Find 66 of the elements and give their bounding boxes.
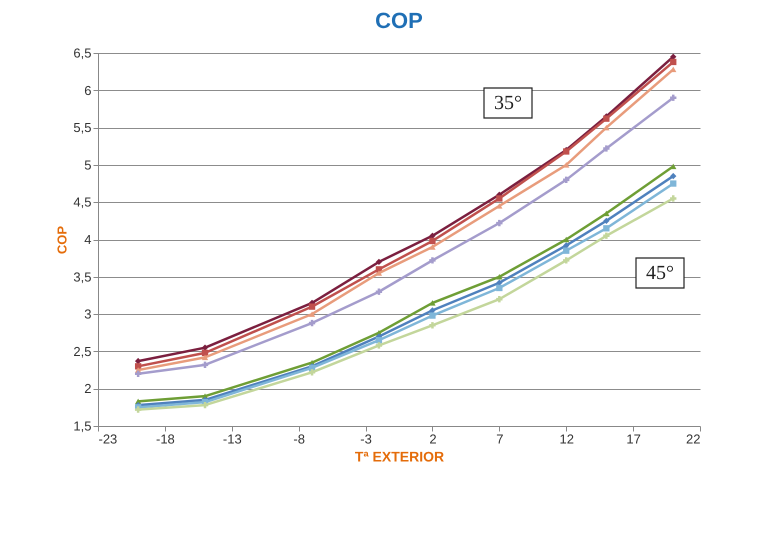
y-tick-label: 6	[84, 82, 92, 98]
y-tick-label: 5,5	[73, 120, 92, 136]
y-tick-label: 3,5	[73, 269, 92, 284]
point	[496, 195, 502, 202]
point	[202, 362, 208, 368]
point	[376, 258, 382, 266]
point	[376, 342, 382, 349]
annotation: 45°	[646, 262, 674, 284]
y-axis-title: COP	[54, 226, 70, 254]
point	[202, 402, 208, 408]
y-tick-label: 2,5	[73, 344, 92, 359]
point	[563, 248, 570, 254]
point	[429, 238, 436, 244]
point	[603, 210, 610, 216]
point	[670, 94, 676, 101]
point	[603, 232, 610, 239]
point	[308, 320, 316, 326]
point	[563, 176, 570, 183]
x-tick-label: 17	[626, 432, 641, 446]
x-tick-label: 12	[559, 432, 574, 446]
point	[376, 270, 382, 276]
point	[429, 300, 436, 306]
point	[563, 162, 570, 168]
point	[603, 145, 610, 152]
y-tick-label: 5	[84, 157, 92, 172]
point	[670, 180, 676, 187]
x-tick-label: 7	[496, 432, 504, 446]
point	[496, 284, 502, 292]
point	[670, 58, 676, 66]
point	[563, 236, 570, 242]
point	[496, 296, 502, 302]
point	[308, 303, 316, 310]
point	[603, 225, 610, 232]
point	[134, 370, 142, 377]
x-tick-label: -23	[98, 432, 118, 446]
point	[308, 369, 316, 376]
x-tick-label: -18	[156, 432, 175, 446]
point	[376, 337, 382, 344]
y-tick-label: 1,5	[73, 418, 92, 434]
point	[376, 288, 382, 295]
y-tick-label: 2	[84, 381, 92, 396]
x-axis-title: Tª EXTERIOR	[354, 448, 444, 464]
point	[429, 244, 436, 250]
point	[496, 220, 502, 226]
point	[202, 354, 208, 360]
x-tick-label: 2	[429, 432, 437, 446]
point	[429, 322, 436, 328]
y-tick-label: 3	[84, 306, 92, 322]
x-tick-label: -13	[222, 432, 242, 446]
x-tick-label: 22	[686, 432, 700, 446]
point	[202, 350, 208, 356]
point	[670, 195, 676, 202]
chart-title: COP	[375, 8, 423, 33]
point	[308, 311, 316, 317]
y-tick-label: 4,5	[73, 194, 92, 210]
annotation: 35°	[494, 92, 522, 114]
point	[496, 274, 502, 280]
y-tick-label: 6,5	[73, 46, 92, 60]
point	[603, 218, 610, 224]
point	[670, 172, 676, 180]
y-tick-label: 4	[84, 232, 92, 247]
point	[563, 257, 570, 264]
x-tick-label: -3	[360, 432, 372, 446]
point	[429, 257, 436, 264]
x-tick-label: -8	[293, 432, 305, 446]
point	[429, 312, 436, 319]
